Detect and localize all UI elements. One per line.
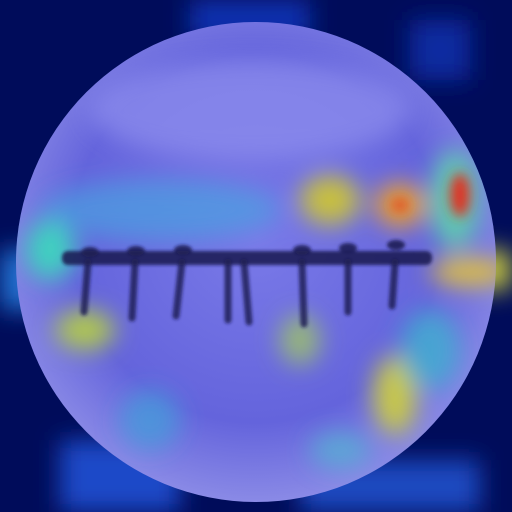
blob: [280, 315, 320, 365]
screw-head: [293, 245, 311, 255]
screw: [298, 258, 308, 328]
blob: [310, 432, 370, 468]
blob: [430, 258, 496, 286]
screw-head: [339, 243, 357, 253]
blob: [90, 60, 410, 160]
blob: [25, 220, 75, 280]
screw-head: [387, 240, 405, 250]
screw: [80, 258, 92, 316]
hot-spot: [392, 199, 408, 211]
inner-heat: [25, 60, 496, 468]
screw-head: [81, 247, 99, 257]
blob: [40, 180, 280, 240]
blob: [400, 310, 460, 390]
blob: [373, 355, 417, 435]
screw-head: [127, 246, 145, 256]
screw: [172, 258, 186, 320]
screw: [388, 258, 399, 310]
implant: [62, 240, 432, 328]
hot-spot: [450, 173, 470, 217]
screw-head: [174, 245, 192, 255]
blob: [300, 175, 360, 225]
blob: [410, 20, 470, 80]
plate: [62, 251, 432, 265]
blob: [120, 390, 180, 450]
screw: [240, 258, 253, 326]
blob: [55, 310, 115, 350]
screw: [128, 258, 139, 322]
